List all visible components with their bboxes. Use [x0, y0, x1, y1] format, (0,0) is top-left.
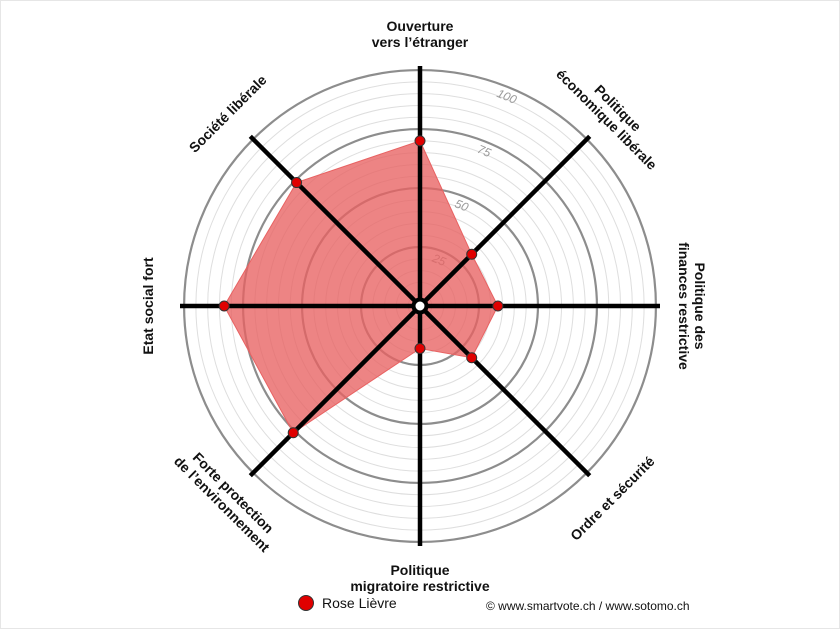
copyright-text: © www.smartvote.ch / www.sotomo.ch: [486, 599, 690, 613]
axis-label: Politique migratoire restrictive: [350, 562, 489, 594]
data-point: [466, 352, 478, 364]
legend: Rose Lièvre: [298, 595, 397, 611]
data-point: [291, 177, 303, 189]
data-point: [414, 135, 426, 147]
tick-label: 75: [475, 142, 493, 160]
axis-line: [418, 134, 592, 308]
axis-label: Ouverture vers l’étranger: [372, 18, 469, 50]
data-point: [287, 427, 299, 439]
axis-label-line: Politique: [390, 562, 449, 578]
axis-label-line: Ouverture: [387, 18, 454, 34]
data-point: [466, 248, 478, 260]
axis-line: [418, 304, 592, 478]
axis-line: [248, 304, 422, 478]
axis-label: Politique desfinances restrictive: [676, 242, 708, 370]
axis-line: [248, 134, 422, 308]
axis-label-line: vers l’étranger: [372, 34, 469, 50]
axis-label-line: migratoire restrictive: [350, 578, 489, 594]
legend-label: Rose Lièvre: [322, 595, 397, 611]
data-point: [414, 342, 426, 354]
axis-label-line: Politique des: [692, 262, 708, 349]
legend-marker-icon: [298, 595, 314, 611]
center-hub: [411, 297, 429, 315]
data-point: [492, 300, 504, 312]
data-points: [218, 135, 504, 439]
axis-label-line: Etat social fort: [140, 257, 156, 355]
axis-label-line: finances restrictive: [676, 242, 692, 370]
axis-label: Etat social fort: [140, 257, 156, 355]
series-area: [223, 140, 499, 434]
data-point: [218, 300, 230, 312]
tick-label: 50: [453, 196, 471, 214]
